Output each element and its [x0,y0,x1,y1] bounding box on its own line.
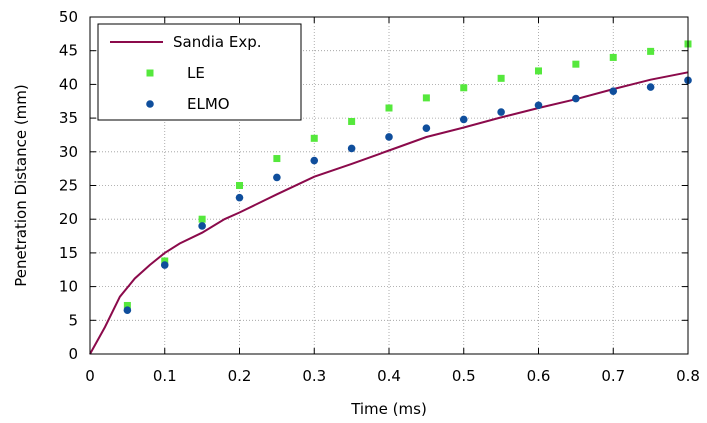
x-axis-label: Time (ms) [350,400,427,418]
point-le [609,53,617,61]
point-le [161,257,169,265]
point-le [422,94,430,102]
x-tick-label: 0.7 [601,367,625,385]
point-elmo [160,261,169,269]
y-axis-label: Penetration Distance (mm) [12,84,30,287]
y-tick-label: 25 [59,177,78,195]
x-tick-label: 0 [85,367,95,385]
point-elmo [273,173,281,182]
point-le [310,134,318,142]
x-tick-label: 0.3 [302,367,326,385]
point-le [535,67,542,75]
point-elmo [347,144,356,153]
x-axis-ticks: 0 0.1 0.2 0.3 0.4 0.5 0.6 0.7 0.8 [85,17,700,385]
y-tick-label: 45 [59,42,78,60]
point-le [198,215,206,223]
point-elmo [646,83,655,91]
point-elmo [609,87,618,95]
x-tick-label: 0.5 [452,367,476,385]
point-le [497,74,505,82]
point-le [123,301,131,309]
y-tick-label: 40 [59,75,78,93]
point-elmo [123,306,132,314]
x-tick-label: 0.4 [377,367,401,385]
legend: Sandia Exp. LE ELMO [97,23,302,121]
y-tick-label: 5 [68,311,78,329]
x-tick-label: 0.8 [676,367,700,385]
point-le [572,60,580,68]
point-elmo [572,94,580,103]
point-le [236,182,243,189]
x-tick-label: 0.2 [228,367,252,385]
y-tick-label: 0 [68,345,78,363]
point-le [647,47,655,55]
legend-swatch-circle [146,100,154,108]
y-tick-label: 50 [59,8,78,26]
y-tick-label: 10 [59,278,78,296]
point-le [385,104,393,112]
y-tick-label: 35 [59,109,78,127]
point-elmo [534,101,543,110]
point-elmo [198,222,206,230]
point-elmo [310,156,319,165]
point-le [348,117,356,125]
y-tick-label: 15 [59,244,78,262]
series-line-sandia-exp [89,71,689,355]
point-elmo [422,124,431,133]
x-tick-label: 0.1 [153,367,177,385]
legend-label: LE [187,64,205,82]
legend-box [97,23,302,121]
y-tick-label: 20 [59,210,78,228]
x-tick-label: 0.6 [527,367,551,385]
point-le [273,155,281,163]
point-le [460,84,468,92]
legend-label: Sandia Exp. [173,33,262,51]
point-elmo [497,108,505,116]
plot-series [89,40,692,355]
point-elmo [235,193,244,202]
point-elmo [459,115,468,124]
point-elmo [385,133,393,141]
grid-lines [90,17,688,354]
y-axis-ticks: 0 5 10 15 20 25 30 35 40 45 50 [59,8,688,363]
y-tick-label: 30 [59,143,78,161]
legend-label: ELMO [187,95,230,113]
legend-swatch-square [146,69,154,77]
